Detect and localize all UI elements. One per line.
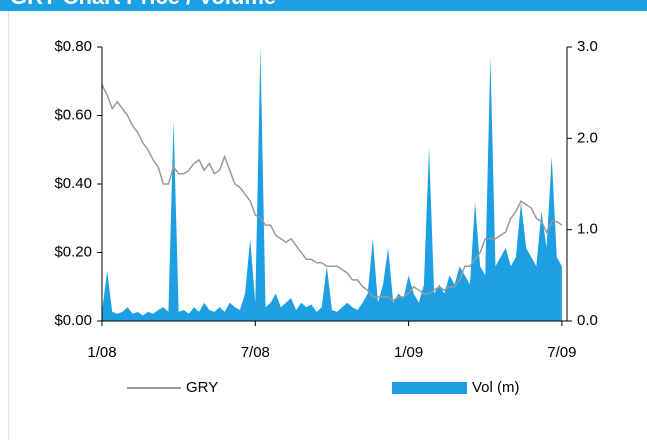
y2-tick-label: 0.0 — [577, 312, 598, 329]
y-tick-label: $0.00 — [54, 312, 92, 329]
x-tick-label: 7/08 — [241, 344, 270, 361]
legend-label: GRY — [186, 379, 218, 396]
x-tick-label: 7/09 — [547, 344, 576, 361]
legend-label: Vol (m) — [472, 379, 520, 396]
x-tick-label: 1/09 — [394, 344, 423, 361]
volume-area — [102, 47, 562, 321]
y2-tick-label: 2.0 — [577, 129, 598, 146]
y2-tick-label: 3.0 — [577, 38, 598, 55]
y-tick-label: $0.80 — [54, 38, 92, 55]
x-tick-label: 1/08 — [87, 344, 116, 361]
chart-title: GRY Chart Price / Volume — [10, 0, 276, 9]
y-tick-label: $0.40 — [54, 175, 92, 192]
y-tick-label: $0.20 — [54, 243, 92, 260]
y2-tick-label: 1.0 — [577, 221, 598, 238]
y-tick-label: $0.60 — [54, 106, 92, 123]
legend-swatch — [392, 382, 467, 394]
price-line — [101, 84, 563, 302]
title-bar — [0, 0, 647, 11]
